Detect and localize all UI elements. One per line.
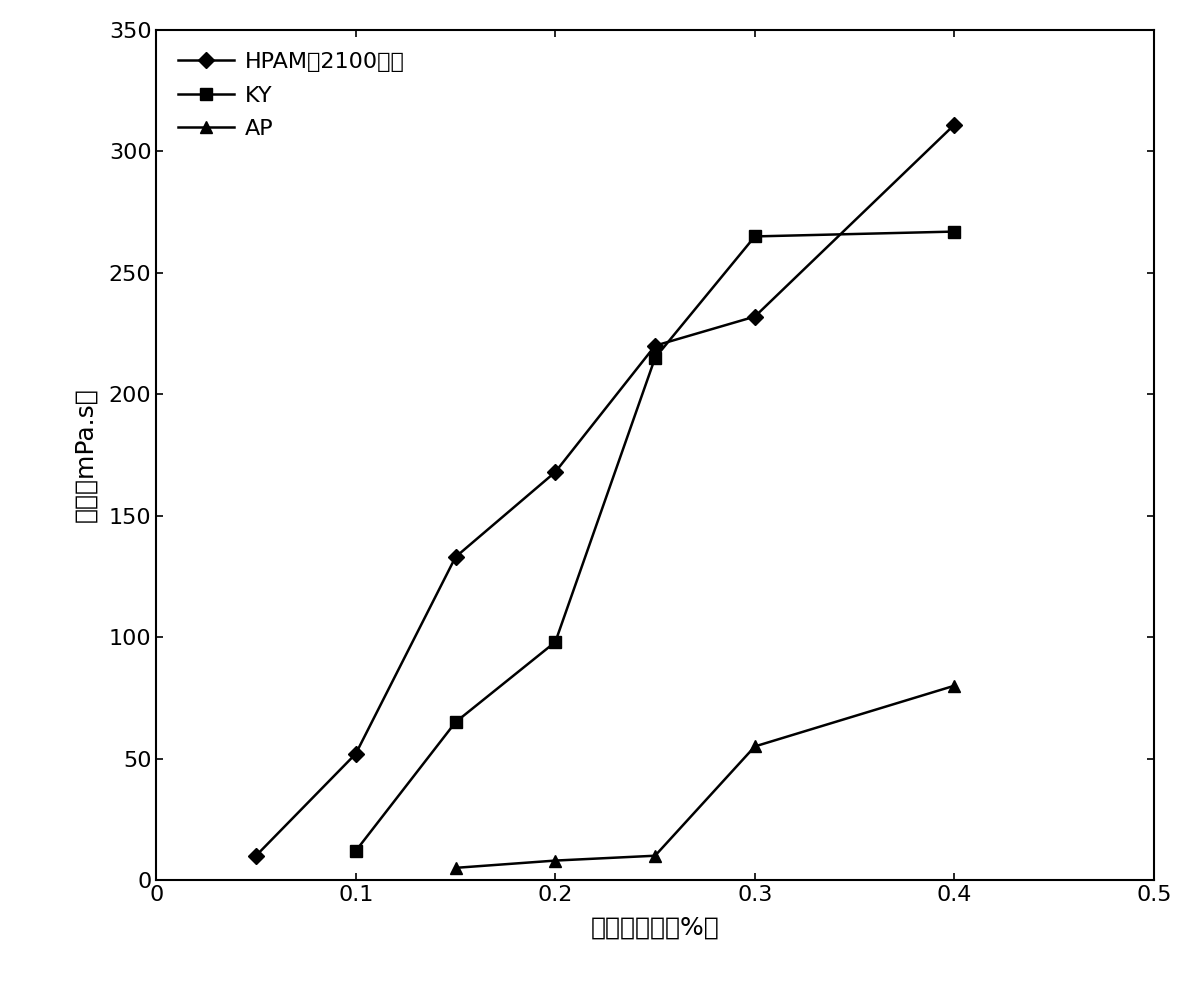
- HPAM（2100）万: [748, 311, 762, 323]
- HPAM（2100）万: [947, 119, 962, 131]
- HPAM（2100）万: [648, 340, 662, 352]
- AP: [648, 850, 662, 862]
- Line: AP: AP: [450, 679, 960, 874]
- Line: HPAM（2100）万: HPAM（2100）万: [250, 119, 960, 861]
- KY: [349, 845, 363, 857]
- Y-axis label: 粘度（mPa.s）: 粘度（mPa.s）: [73, 388, 97, 522]
- KY: [448, 716, 463, 728]
- HPAM（2100）万: [448, 551, 463, 563]
- X-axis label: 聚合物浓度（%）: 聚合物浓度（%）: [590, 916, 720, 940]
- AP: [548, 855, 563, 867]
- Legend: HPAM（2100）万, KY, AP: HPAM（2100）万, KY, AP: [167, 41, 416, 150]
- KY: [548, 636, 563, 648]
- Line: KY: KY: [350, 225, 960, 857]
- AP: [947, 680, 962, 692]
- KY: [648, 352, 662, 364]
- HPAM（2100）万: [548, 466, 563, 478]
- AP: [448, 862, 463, 874]
- AP: [748, 740, 762, 752]
- HPAM（2100）万: [249, 850, 263, 862]
- KY: [748, 230, 762, 242]
- KY: [947, 226, 962, 238]
- HPAM（2100）万: [349, 748, 363, 760]
